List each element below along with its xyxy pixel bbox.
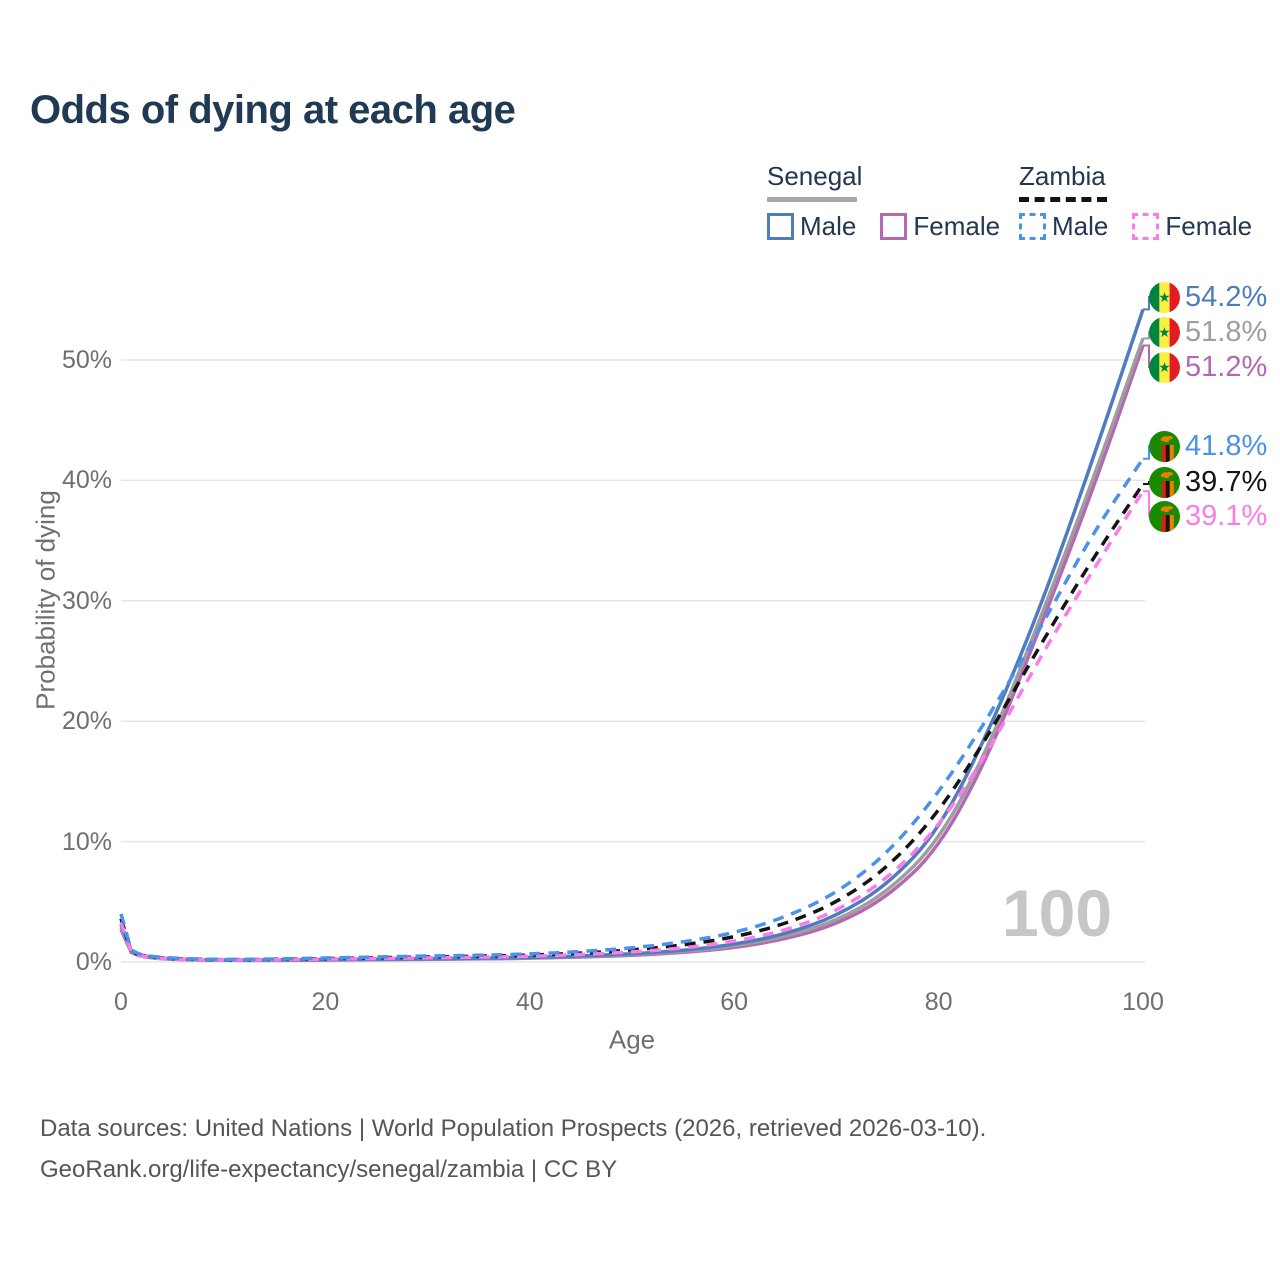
series-line-senegal-average[interactable]	[119, 337, 1145, 963]
senegal-flag-icon	[1149, 316, 1180, 348]
zambia-flag-icon	[1149, 466, 1180, 498]
gridlines	[121, 359, 1145, 963]
legend-item-label: Female	[1165, 211, 1253, 241]
x-tick-label: 100	[1122, 988, 1164, 1016]
senegal-female-swatch-icon	[880, 213, 908, 240]
series-line-senegal-male[interactable]	[119, 308, 1145, 962]
senegal-flag-icon	[1149, 281, 1180, 313]
legend-item-label: Male	[1052, 211, 1109, 241]
y-tick-label: 30%	[61, 586, 112, 615]
x-tick-label: 80	[924, 988, 953, 1016]
end-label-zambia-female[interactable]: 39.1%	[1149, 500, 1267, 532]
senegal-solid-line-sample	[767, 197, 857, 202]
end-label-senegal-average[interactable]: 51.8%	[1149, 316, 1267, 348]
legend-item-label: Female	[913, 211, 1001, 241]
zambia-flag-icon	[1149, 430, 1180, 462]
legend-header-zambia[interactable]: Zambia	[1019, 161, 1252, 202]
legend-item-zambia-female[interactable]: Female	[1132, 211, 1252, 242]
citation-line: GeoRank.org/life-expectancy/senegal/zamb…	[40, 1156, 618, 1183]
data-sources-line: Data sources: United Nations | World Pop…	[40, 1115, 987, 1142]
legend-items-senegal: Male Female	[767, 211, 1000, 242]
end-label-zambia-male[interactable]: 41.8%	[1149, 430, 1267, 462]
legend-items-zambia: Male Female	[1019, 211, 1252, 242]
end-label-value: 51.2%	[1185, 350, 1268, 383]
y-tick-label: 40%	[61, 466, 112, 495]
legend-country-label: Senegal	[767, 161, 863, 191]
legend-item-senegal-male[interactable]: Male	[767, 211, 856, 242]
page-title: Odds of dying at each age	[30, 88, 516, 132]
x-tick-label: 60	[720, 988, 749, 1016]
x-tick-label: 40	[515, 988, 544, 1016]
legend-item-label: Male	[800, 211, 857, 241]
zambia-female-swatch-icon	[1132, 213, 1160, 240]
series-line-zambia-female[interactable]	[119, 490, 1145, 962]
x-tick-label: 0	[114, 988, 128, 1016]
end-label-zambia-average[interactable]: 39.7%	[1149, 466, 1267, 498]
y-tick-label: 0%	[75, 948, 112, 976]
end-label-senegal-female[interactable]: 51.2%	[1149, 351, 1267, 383]
end-label-value: 39.7%	[1185, 465, 1268, 498]
series-line-zambia-male[interactable]	[119, 457, 1145, 962]
highlighted-age-watermark: 100	[1001, 876, 1113, 950]
legend-item-senegal-female[interactable]: Female	[880, 211, 1000, 242]
footer: Data sources: United Nations | World Pop…	[40, 1108, 986, 1190]
x-axis-title: Age	[608, 1024, 656, 1055]
y-tick-label: 10%	[61, 827, 112, 856]
legend-group-zambia: Zambia Male Female	[1019, 161, 1252, 242]
end-label-value: 39.1%	[1185, 499, 1268, 532]
y-tick-label: 50%	[61, 346, 112, 374]
senegal-male-swatch-icon	[767, 213, 794, 240]
y-tick-label: 20%	[61, 707, 112, 736]
legend-item-zambia-male[interactable]: Male	[1019, 211, 1108, 242]
end-label-value: 51.8%	[1185, 315, 1268, 348]
end-label-senegal-male[interactable]: 54.2%	[1149, 281, 1267, 313]
zambia-male-swatch-icon	[1019, 213, 1046, 240]
series-line-senegal-female[interactable]	[119, 344, 1145, 963]
zambia-flag-icon	[1149, 500, 1180, 532]
x-tick-label: 20	[311, 988, 340, 1016]
legend-country-label: Zambia	[1019, 161, 1106, 191]
legend-header-senegal[interactable]: Senegal	[767, 161, 1000, 202]
zambia-dashed-line-sample	[1019, 197, 1107, 202]
legend-group-senegal: Senegal Male Female	[767, 161, 1000, 242]
end-label-value: 54.2%	[1185, 280, 1268, 313]
end-label-value: 41.8%	[1185, 429, 1268, 462]
senegal-flag-icon	[1149, 351, 1180, 383]
